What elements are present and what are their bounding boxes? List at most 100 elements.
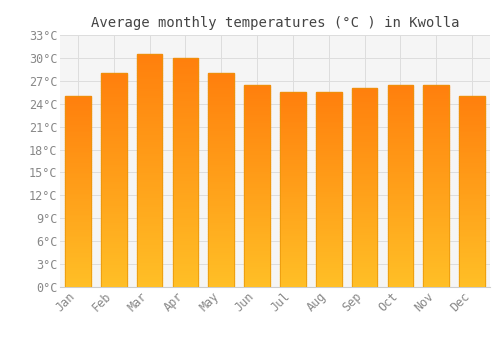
Bar <box>136 77 162 80</box>
Bar <box>101 244 126 246</box>
Bar <box>101 133 126 135</box>
Bar <box>65 209 91 211</box>
Bar <box>65 186 91 188</box>
Bar <box>280 194 306 196</box>
Bar <box>136 250 162 252</box>
Bar <box>136 94 162 96</box>
Bar <box>208 127 234 129</box>
Bar <box>208 281 234 283</box>
Bar <box>352 245 378 247</box>
Bar <box>316 219 342 221</box>
Bar <box>136 82 162 84</box>
Bar <box>459 176 485 178</box>
Bar <box>388 246 413 248</box>
Bar <box>101 101 126 103</box>
Bar <box>388 279 413 281</box>
Bar <box>244 160 270 162</box>
Bar <box>136 203 162 205</box>
Bar <box>388 170 413 172</box>
Bar <box>459 186 485 188</box>
Bar <box>244 107 270 109</box>
Bar <box>424 192 449 194</box>
Bar <box>101 110 126 112</box>
Bar <box>244 196 270 198</box>
Bar <box>136 147 162 149</box>
Bar <box>388 125 413 127</box>
Bar <box>244 216 270 218</box>
Bar <box>280 283 306 285</box>
Bar <box>101 229 126 231</box>
Bar <box>424 101 449 103</box>
Bar <box>172 127 199 129</box>
Bar <box>136 180 162 182</box>
Bar <box>388 236 413 238</box>
Bar <box>424 206 449 208</box>
Bar <box>65 260 91 262</box>
Bar <box>280 137 306 139</box>
Bar <box>244 103 270 105</box>
Bar <box>244 152 270 153</box>
Bar <box>136 240 162 243</box>
Bar <box>172 230 199 232</box>
Bar <box>459 275 485 278</box>
Bar <box>280 250 306 252</box>
Bar <box>424 123 449 125</box>
Bar <box>136 131 162 133</box>
Bar <box>316 174 342 176</box>
Bar <box>352 211 378 214</box>
Bar <box>316 155 342 156</box>
Bar <box>65 194 91 195</box>
Bar <box>424 153 449 155</box>
Bar <box>172 104 199 106</box>
Bar <box>352 146 378 148</box>
Bar <box>208 223 234 225</box>
Bar <box>424 180 449 182</box>
Bar <box>316 106 342 108</box>
Bar <box>280 127 306 129</box>
Bar <box>65 131 91 132</box>
Bar <box>101 238 126 240</box>
Bar <box>208 75 234 77</box>
Bar <box>352 94 378 96</box>
Bar <box>424 115 449 117</box>
Bar <box>459 98 485 100</box>
Bar <box>101 219 126 221</box>
Bar <box>136 212 162 215</box>
Bar <box>136 128 162 131</box>
Bar <box>459 230 485 232</box>
Bar <box>136 275 162 278</box>
Bar <box>280 211 306 213</box>
Bar <box>388 230 413 232</box>
Bar <box>101 146 126 148</box>
Bar <box>316 162 342 164</box>
Bar <box>352 132 378 134</box>
Bar <box>424 99 449 101</box>
Bar <box>459 111 485 113</box>
Bar <box>316 215 342 217</box>
Bar <box>459 142 485 144</box>
Bar <box>316 194 342 196</box>
Bar <box>388 224 413 226</box>
Bar <box>244 243 270 245</box>
Bar <box>65 266 91 268</box>
Bar <box>172 285 199 287</box>
Bar <box>101 152 126 154</box>
Bar <box>136 226 162 229</box>
Bar <box>388 160 413 162</box>
Bar <box>316 236 342 238</box>
Bar <box>388 259 413 261</box>
Bar <box>424 174 449 176</box>
Bar <box>424 222 449 224</box>
Bar <box>280 147 306 149</box>
Bar <box>388 285 413 287</box>
Bar <box>172 211 199 214</box>
Bar <box>172 133 199 136</box>
Bar <box>208 285 234 287</box>
Bar <box>280 229 306 231</box>
Bar <box>280 279 306 281</box>
Bar <box>280 240 306 242</box>
Bar <box>65 237 91 239</box>
Bar <box>136 70 162 73</box>
Bar <box>388 87 413 89</box>
Bar <box>136 126 162 128</box>
